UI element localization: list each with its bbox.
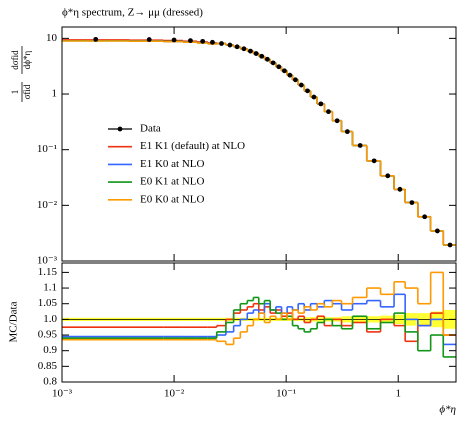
data-point: [282, 68, 287, 74]
data-point: [293, 77, 298, 83]
data-point: [371, 158, 377, 164]
y-tick-label: 0.95: [38, 329, 58, 341]
x-tick-label: 10⁻²: [164, 388, 185, 400]
panel-frame: [61, 26, 457, 262]
y-tick-label: 10: [46, 32, 58, 44]
y-label-part: σfid: [22, 84, 32, 99]
y-tick-label: 0.85: [38, 360, 58, 372]
data-point: [146, 37, 152, 42]
data-point: [305, 88, 310, 94]
data-point: [253, 51, 259, 56]
legend-marker: [117, 126, 123, 132]
data-point: [259, 53, 265, 59]
data-point: [93, 36, 99, 42]
data-point: [287, 72, 293, 78]
plot-area: [62, 36, 456, 248]
legend-label: E0 K1 at NLO: [140, 176, 205, 188]
data-point: [276, 64, 282, 70]
data-point: [409, 200, 415, 206]
y-tick-label: 1.05: [38, 297, 58, 309]
data-point: [385, 173, 391, 179]
data-point: [447, 242, 453, 248]
y-axis-label: 1 σfid dσfid dϕ*η: [10, 46, 32, 102]
data-point: [311, 94, 317, 100]
y-tick-label: 1.0: [43, 313, 57, 325]
data-point: [344, 129, 350, 135]
y-label-part: 1: [10, 90, 20, 95]
data-point: [397, 186, 403, 192]
y-tick-label: 0.9: [43, 344, 57, 356]
y-tick-label: 1.1: [43, 282, 57, 294]
data-point: [188, 38, 193, 43]
y-label-part: dσfid: [10, 50, 20, 70]
y-tick-label: 10⁻¹: [37, 143, 57, 155]
data-point: [234, 44, 240, 50]
data-point: [270, 60, 276, 66]
y-tick-label: 1: [52, 88, 58, 100]
x-tick-label: 10⁻¹: [276, 388, 296, 400]
data-point: [210, 39, 215, 45]
legend-label: E1 K1 (default) at NLO: [140, 140, 245, 152]
legend-label: E0 K0 at NLO: [140, 193, 205, 205]
data-point: [318, 101, 324, 107]
y-tick-label: 10⁻²: [37, 199, 58, 211]
legend-label: E1 K0 at NLO: [140, 158, 205, 170]
data-point: [227, 42, 233, 48]
data-point: [241, 46, 247, 52]
data-point: [334, 118, 340, 124]
ratio-y-label: MC/Data: [8, 301, 20, 342]
data-point: [434, 228, 440, 234]
y-tick-label: 1.15: [38, 266, 58, 278]
data-point: [200, 38, 206, 44]
x-tick-label: 10⁻³: [52, 388, 73, 400]
data-point: [422, 214, 428, 220]
x-axis-label: ϕ*η: [439, 404, 456, 416]
data-point: [171, 37, 177, 43]
data-point: [219, 41, 224, 46]
x-tick-label: 1: [395, 388, 401, 400]
data-point: [264, 56, 270, 62]
panel-frame: [61, 262, 457, 383]
legend-label: Data: [140, 123, 161, 135]
data-point: [248, 48, 253, 54]
data-point: [298, 82, 304, 88]
data-point: [326, 109, 331, 115]
y-tick-label: 0.8: [43, 376, 57, 388]
data-point: [357, 143, 363, 148]
plot-area: [62, 271, 456, 358]
y-label-part: dϕ*η: [22, 50, 32, 69]
y-tick-label: 10⁻³: [37, 255, 58, 267]
chart-title: ϕ*η spectrum, Z→ μμ (dressed): [62, 7, 203, 19]
